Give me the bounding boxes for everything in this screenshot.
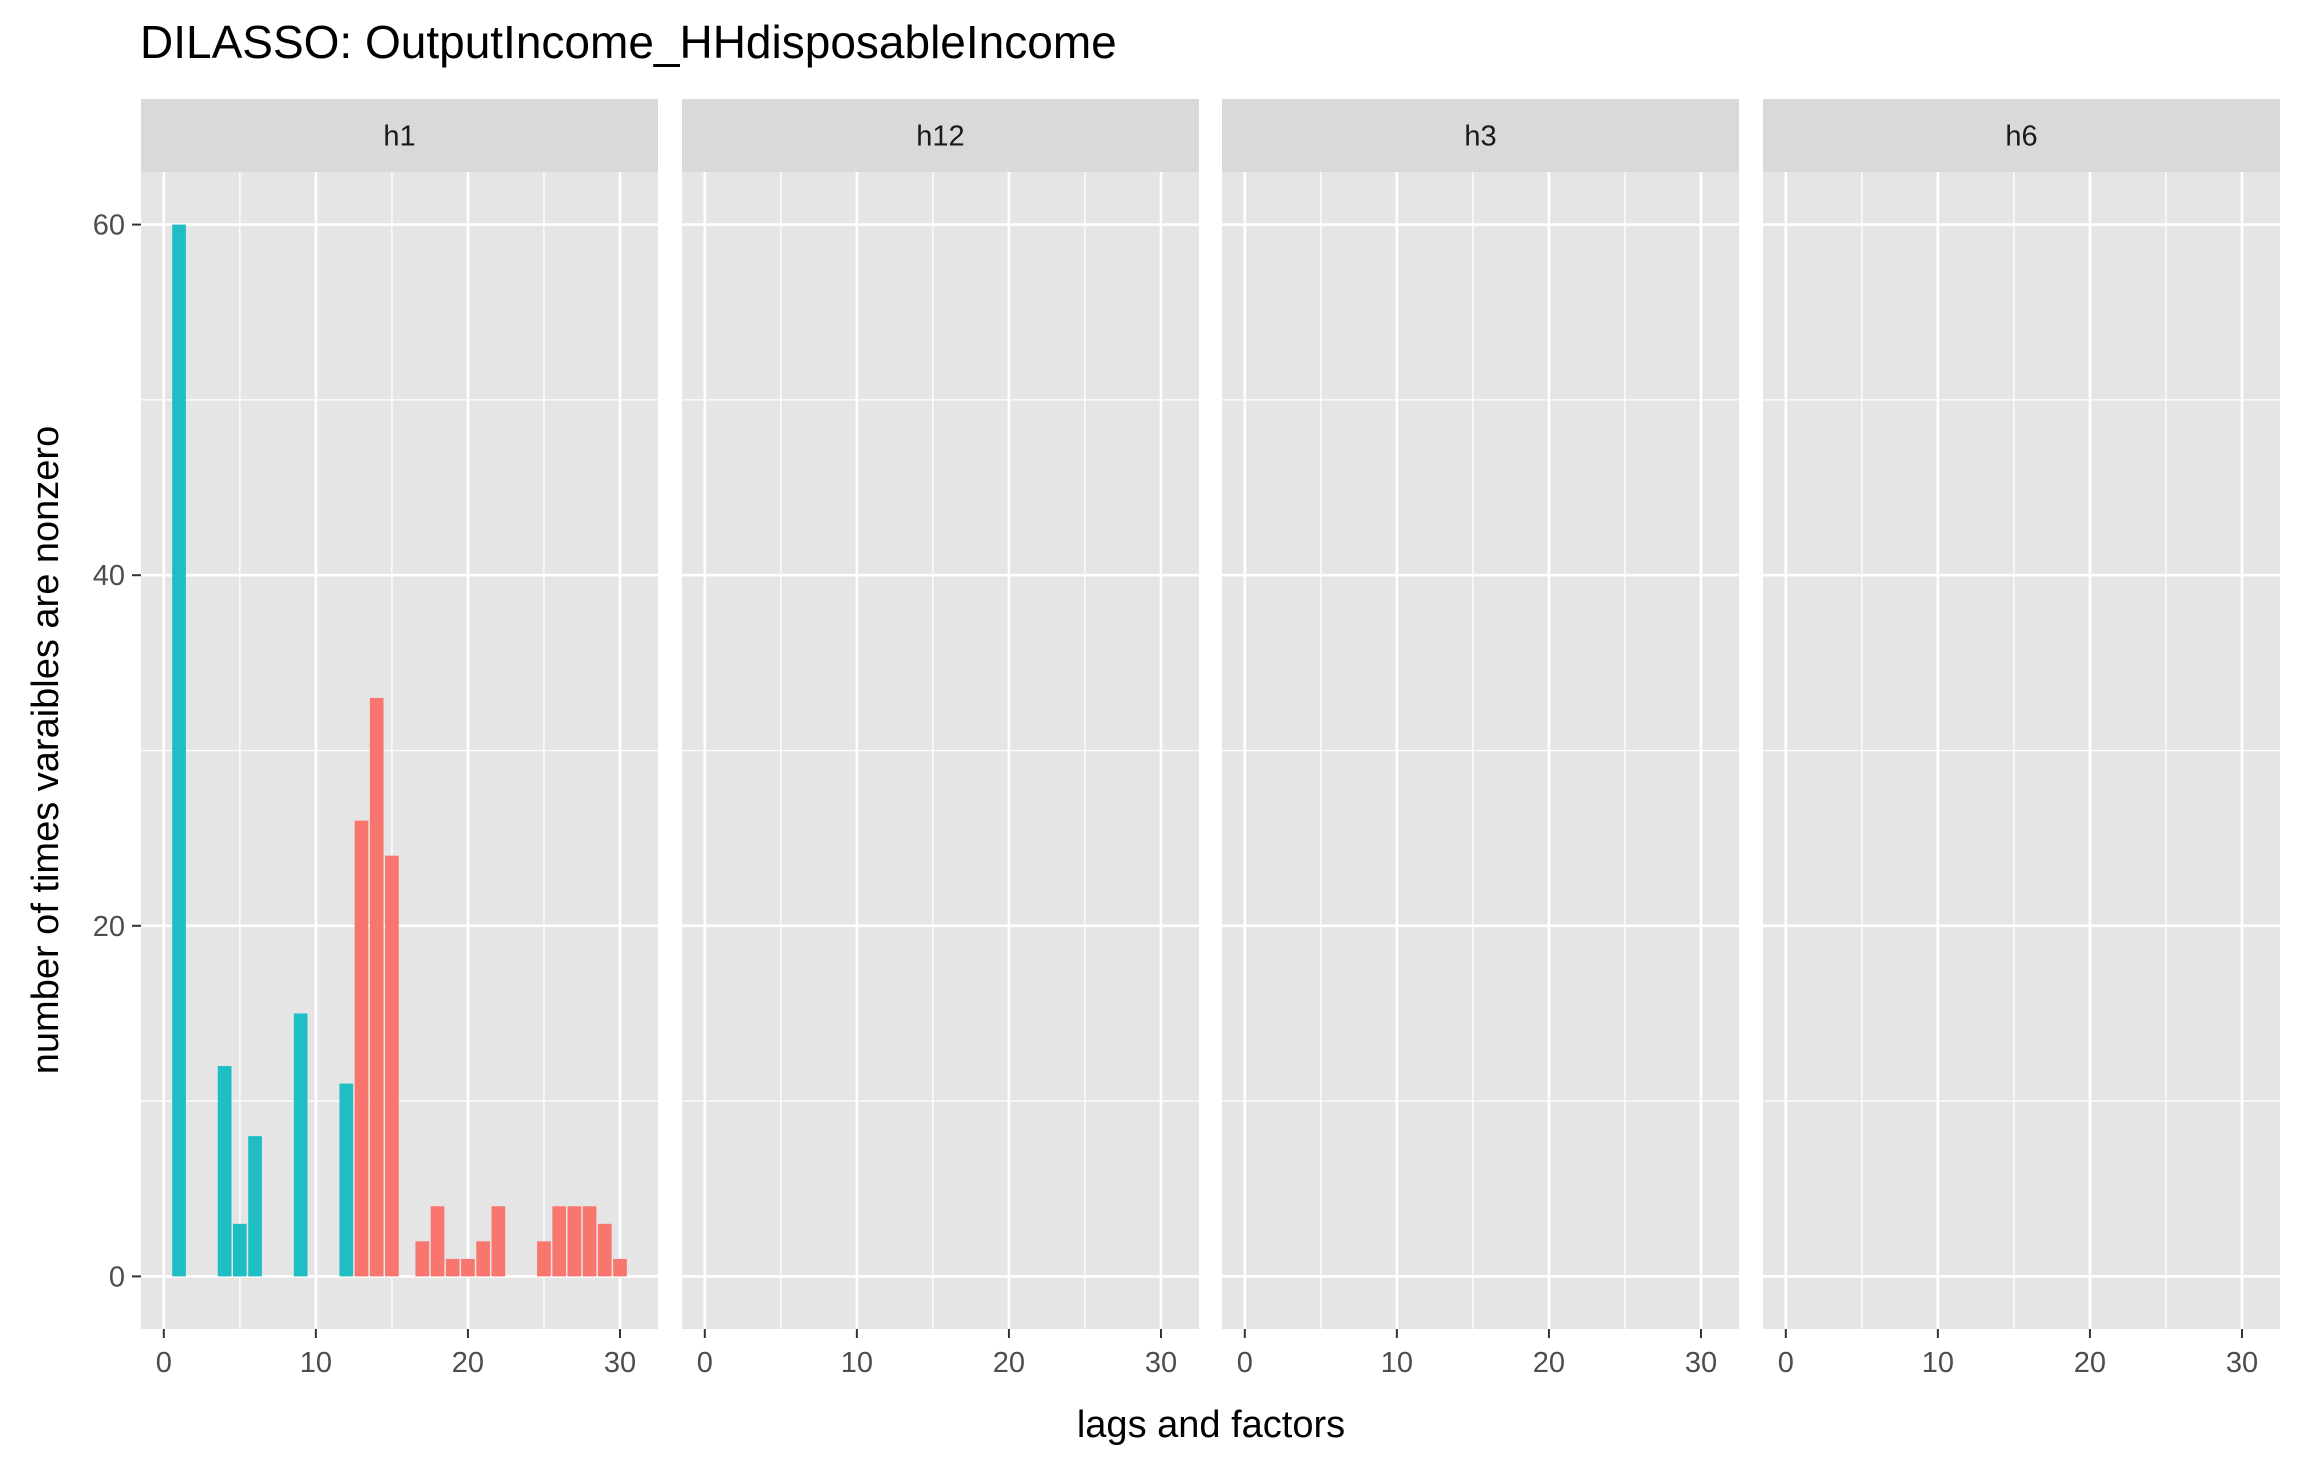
facet-panel-h1: h1 0 10 20 30 (141, 99, 658, 1379)
bar (172, 224, 186, 1277)
x-axis-title: lags and factors (1077, 1404, 1345, 1446)
chart-title: DILASSO: OutputIncome_HHdisposableIncome (140, 16, 1117, 68)
bar (415, 1241, 430, 1277)
bar (354, 820, 369, 1277)
bar (552, 1206, 567, 1277)
bar (339, 1083, 354, 1277)
x-tick-label: 20 (1533, 1347, 1565, 1379)
x-tick-label: 30 (1145, 1347, 1177, 1379)
y-tick-label: 20 (93, 911, 125, 943)
facet-strip-label: h1 (383, 121, 415, 153)
bar (293, 1013, 308, 1277)
x-tick-label: 0 (697, 1347, 713, 1379)
x-tick-label: 30 (604, 1347, 636, 1379)
bar (369, 697, 384, 1277)
bar (461, 1258, 475, 1277)
facet-panel-h3: h3 0 10 20 30 (1222, 99, 1739, 1379)
x-tick-label: 0 (1778, 1347, 1794, 1379)
facet-strip-label: h3 (1464, 121, 1496, 153)
bar (567, 1206, 582, 1277)
bar (385, 855, 399, 1277)
x-tick-label: 10 (841, 1347, 873, 1379)
x-tick-label: 10 (1381, 1347, 1413, 1379)
facet-panel-h6: h6 0 10 20 30 (1763, 99, 2280, 1379)
y-tick-label: 0 (109, 1261, 125, 1293)
x-tick-label: 30 (1685, 1347, 1717, 1379)
x-tick-label: 0 (1237, 1347, 1253, 1379)
facet-panel-h12: h12 0 10 20 30 (682, 99, 1199, 1379)
x-tick-label: 0 (156, 1347, 172, 1379)
facet-strip-label: h6 (2005, 121, 2037, 153)
y-axis: 0 20 40 60 (93, 210, 141, 1293)
x-tick-label: 30 (2226, 1347, 2258, 1379)
bar (597, 1223, 612, 1277)
x-tick-label: 20 (452, 1347, 484, 1379)
y-axis-title: number of times varaibles are nonzero (25, 426, 67, 1074)
bar (491, 1206, 506, 1277)
bar (537, 1241, 551, 1277)
y-tick-label: 60 (93, 210, 125, 242)
facet-strip (141, 99, 658, 172)
x-tick-label: 10 (300, 1347, 332, 1379)
facet-strip (1222, 99, 1739, 172)
y-tick-label: 40 (93, 560, 125, 592)
facet-strip (682, 99, 1199, 172)
bar (232, 1223, 247, 1277)
bar (582, 1206, 597, 1277)
bar (217, 1066, 232, 1277)
bar (613, 1258, 627, 1277)
x-tick-label: 20 (993, 1347, 1025, 1379)
facet-panels: h1 0 10 20 30 h12 0 10 20 30 h3 0 10 20 30 h6 0 10 20 30 (141, 99, 2280, 1379)
x-tick-label: 20 (2074, 1347, 2106, 1379)
bar (476, 1241, 490, 1277)
bar (430, 1206, 445, 1277)
bar (445, 1258, 460, 1277)
bar (248, 1136, 262, 1277)
facet-strip (1763, 99, 2280, 172)
x-tick-label: 10 (1922, 1347, 1954, 1379)
facet-strip-label: h12 (916, 121, 964, 153)
